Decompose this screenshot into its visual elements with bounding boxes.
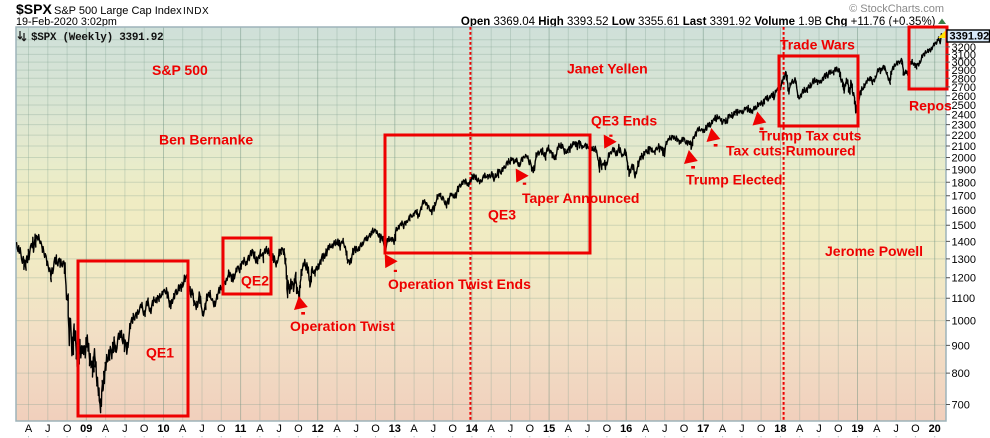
svg-text:J: J [739, 423, 745, 435]
svg-text:INDX: INDX [183, 6, 209, 17]
svg-text:O: O [371, 423, 380, 435]
svg-text:Operation Twist: Operation Twist [290, 318, 395, 334]
svg-text:2600: 2600 [952, 91, 976, 103]
svg-text:Trump Elected: Trump Elected [686, 172, 782, 188]
svg-text:Repos: Repos [909, 98, 952, 114]
svg-text:900: 900 [952, 340, 970, 352]
svg-text:3391.92: 3391.92 [950, 31, 990, 43]
svg-text:2100: 2100 [952, 141, 976, 153]
svg-text:12: 12 [312, 423, 324, 435]
svg-text:2400: 2400 [952, 110, 976, 122]
svg-text:J: J [431, 423, 437, 435]
svg-text:2000: 2000 [952, 153, 976, 165]
svg-text:A: A [410, 423, 418, 435]
svg-text:09: 09 [80, 423, 92, 435]
svg-text:1900: 1900 [952, 165, 976, 177]
svg-text:J: J [585, 423, 591, 435]
svg-text:1300: 1300 [952, 254, 976, 266]
svg-text:700: 700 [952, 400, 970, 412]
svg-text:1500: 1500 [952, 220, 976, 232]
svg-text:QE2: QE2 [241, 273, 269, 289]
svg-text:J: J [199, 423, 205, 435]
svg-text:3200: 3200 [952, 42, 976, 54]
svg-text:O: O [294, 423, 303, 435]
svg-text:17: 17 [697, 423, 709, 435]
svg-text:J: J [816, 423, 822, 435]
svg-text:Open 3369.04 High 3393.52 Low: Open 3369.04 High 3393.52 Low 3355.61 La… [461, 16, 936, 28]
svg-text:A: A [565, 423, 573, 435]
svg-text:J: J [122, 423, 128, 435]
svg-text:O: O [834, 423, 843, 435]
svg-text:20: 20 [929, 423, 941, 435]
svg-text:© StockCharts.com: © StockCharts.com [849, 3, 944, 15]
svg-text:3100: 3100 [952, 49, 976, 61]
svg-text:Jerome Powell: Jerome Powell [825, 243, 923, 259]
svg-text:18: 18 [774, 423, 786, 435]
svg-text:O: O [217, 423, 226, 435]
svg-text:J: J [662, 423, 668, 435]
svg-text:19: 19 [851, 423, 863, 435]
svg-text:Janet Yellen: Janet Yellen [567, 61, 648, 77]
svg-text:2300: 2300 [952, 120, 976, 132]
svg-text:Taper Announced: Taper Announced [522, 190, 639, 206]
svg-text:16: 16 [620, 423, 632, 435]
svg-text:J: J [508, 423, 514, 435]
svg-text:A: A [256, 423, 264, 435]
svg-text:J: J [354, 423, 360, 435]
svg-text:A: A [642, 423, 650, 435]
svg-text:2800: 2800 [952, 73, 976, 85]
svg-text:QE3: QE3 [488, 207, 516, 223]
svg-text:A: A [333, 423, 341, 435]
svg-text:Tax cuts Rumoured: Tax cuts Rumoured [726, 143, 856, 159]
svg-text:O: O [63, 423, 72, 435]
svg-text:Trump Tax cuts: Trump Tax cuts [759, 128, 862, 144]
svg-text:O: O [757, 423, 766, 435]
svg-text:2500: 2500 [952, 100, 976, 112]
svg-text:Trade Wars: Trade Wars [780, 37, 855, 53]
svg-text:O: O [448, 423, 457, 435]
svg-text:A: A [179, 423, 187, 435]
svg-text:800: 800 [952, 368, 970, 380]
svg-text:15: 15 [543, 423, 555, 435]
svg-text:J: J [893, 423, 899, 435]
svg-text:2700: 2700 [952, 82, 976, 94]
svg-text:S&P 500 Large Cap Index: S&P 500 Large Cap Index [54, 5, 182, 17]
svg-text:A: A [796, 423, 804, 435]
svg-text:1400: 1400 [952, 236, 976, 248]
svg-text:14: 14 [466, 423, 479, 435]
svg-text:S&P 500: S&P 500 [152, 62, 208, 78]
svg-text:3000: 3000 [952, 57, 976, 69]
svg-text:$SPX (Weekly) 3391.92: $SPX (Weekly) 3391.92 [31, 32, 163, 44]
svg-text:13: 13 [389, 423, 401, 435]
svg-text:$SPX: $SPX [16, 1, 52, 17]
svg-text:O: O [526, 423, 535, 435]
svg-text:J: J [45, 423, 51, 435]
svg-text:1000: 1000 [952, 316, 976, 328]
svg-text:A: A [488, 423, 496, 435]
svg-text:Operation Twist Ends: Operation Twist Ends [388, 276, 531, 292]
svg-text:19-Feb-2020 3:02pm: 19-Feb-2020 3:02pm [16, 16, 117, 28]
svg-text:O: O [911, 423, 920, 435]
svg-text:1700: 1700 [952, 191, 976, 203]
svg-text:1200: 1200 [952, 273, 976, 285]
svg-text:10: 10 [157, 423, 169, 435]
svg-text:11: 11 [235, 423, 247, 435]
svg-text:A: A [873, 423, 881, 435]
svg-text:1800: 1800 [952, 177, 976, 189]
svg-text:O: O [603, 423, 612, 435]
svg-text:J: J [276, 423, 282, 435]
svg-text:O: O [140, 423, 149, 435]
svg-text:A: A [719, 423, 727, 435]
svg-text:O: O [680, 423, 689, 435]
svg-text:2900: 2900 [952, 65, 976, 77]
svg-text:1100: 1100 [952, 293, 976, 305]
svg-text:QE3 Ends: QE3 Ends [591, 113, 657, 129]
svg-text:QE1: QE1 [146, 345, 174, 361]
svg-text:Ben Bernanke: Ben Bernanke [159, 132, 253, 148]
svg-text:A: A [25, 423, 33, 435]
svg-text:A: A [102, 423, 110, 435]
svg-text:2200: 2200 [952, 130, 976, 142]
svg-text:1600: 1600 [952, 205, 976, 217]
